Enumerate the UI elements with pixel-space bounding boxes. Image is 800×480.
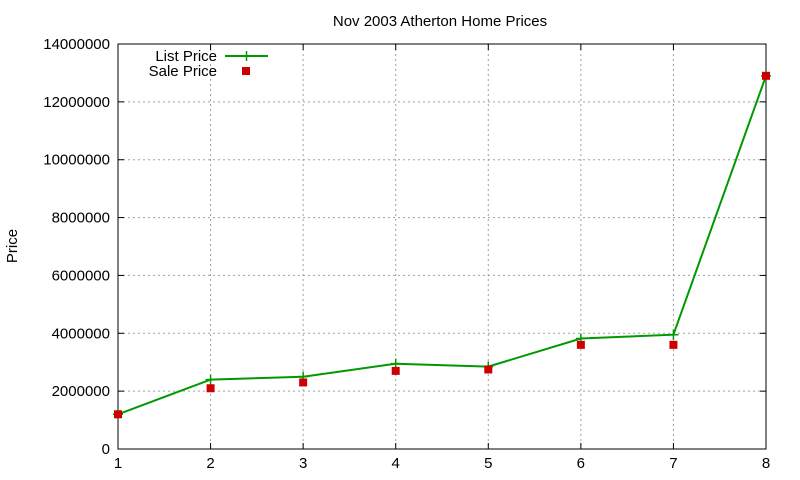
axes (117, 43, 767, 450)
grid (118, 44, 766, 449)
x-tick-label: 6 (577, 455, 585, 472)
y-tick-label: 0 (102, 441, 110, 458)
data-point (114, 410, 122, 419)
data-point (205, 374, 216, 385)
y-tick-label: 6000000 (52, 267, 110, 284)
legend-label-list-price: List Price (155, 48, 217, 65)
legend-marker-list-price (241, 51, 252, 61)
x-tick-label: 2 (206, 455, 214, 472)
data-point (206, 384, 215, 393)
y-tick-label: 4000000 (52, 325, 110, 342)
data-point (668, 329, 679, 340)
x-tick-label: 4 (392, 455, 400, 472)
series-sale-price (114, 71, 770, 419)
data-point (484, 365, 493, 374)
x-tick-label: 7 (669, 455, 677, 472)
y-axis-label: Price (4, 229, 21, 263)
tick-labels: 0 2000000 4000000 6000000 8000000 10000000 120… (43, 36, 770, 472)
y-tick-label: 8000000 (52, 210, 110, 227)
data-series (113, 70, 771, 420)
x-tick-label: 3 (299, 455, 307, 472)
data-point (576, 340, 585, 349)
y-tick-label: 10000000 (43, 152, 110, 169)
chart-title: Nov 2003 Atherton Home Prices (333, 13, 547, 30)
series-list-price (113, 70, 771, 420)
x-tick-label: 1 (114, 455, 122, 472)
y-tick-label: 12000000 (43, 94, 110, 111)
series-line (117, 75, 767, 416)
x-tick-label: 8 (762, 455, 770, 472)
legend-marker-sale-price (242, 67, 250, 75)
x-tick-label: 5 (484, 455, 492, 472)
legend: List Price Sale Price (149, 48, 268, 80)
y-tick-label: 14000000 (43, 36, 110, 53)
data-point (669, 340, 678, 349)
y-tick-label: 2000000 (52, 383, 110, 400)
data-point (762, 71, 770, 80)
data-point (299, 378, 308, 387)
legend-label-sale-price: Sale Price (149, 63, 217, 80)
plot-frame (117, 43, 767, 450)
data-point (391, 366, 400, 375)
